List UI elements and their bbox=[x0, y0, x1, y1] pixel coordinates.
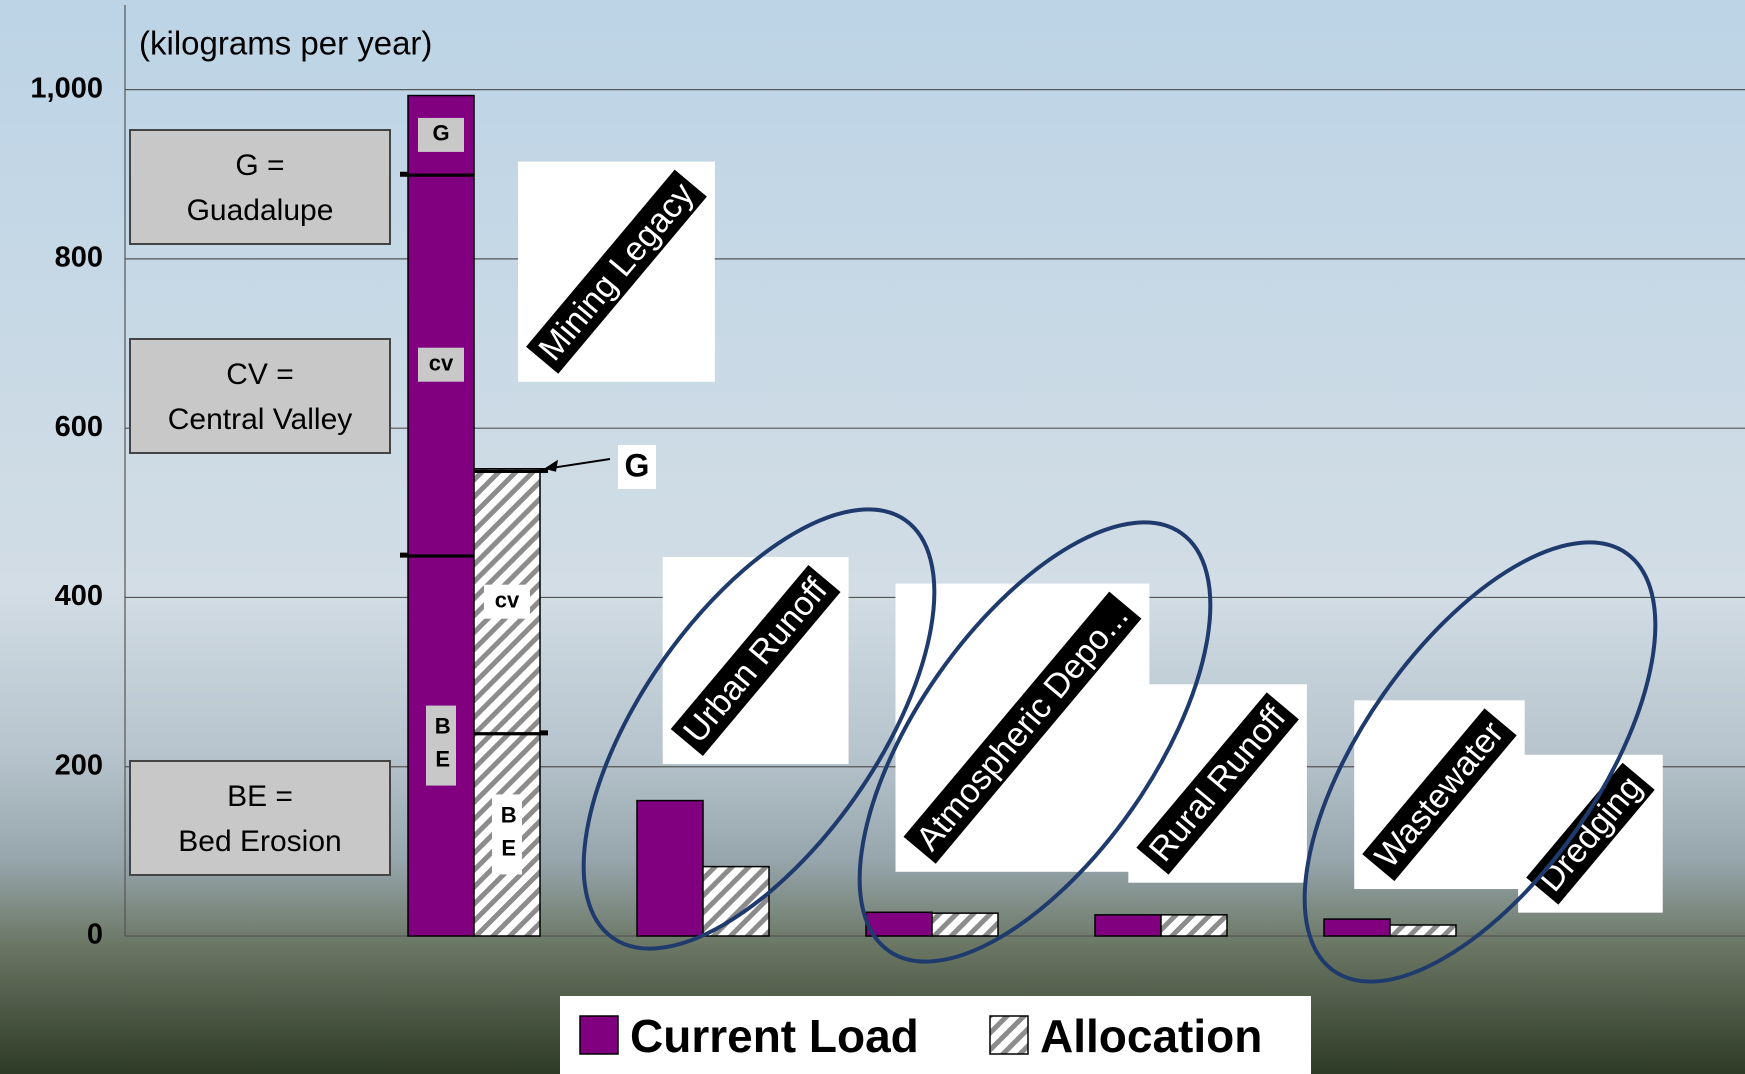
bar bbox=[1094, 914, 1162, 937]
bar bbox=[636, 799, 704, 937]
legend-swatch bbox=[989, 1015, 1029, 1055]
legend-bg bbox=[560, 996, 1311, 1074]
y-tick-label: 600 bbox=[55, 411, 103, 443]
note-bg bbox=[129, 338, 391, 454]
bar bbox=[931, 912, 999, 937]
note-text: Bed Erosion bbox=[178, 825, 341, 858]
segment-label: cv bbox=[429, 351, 454, 376]
highlight-ellipse bbox=[1302, 540, 1658, 984]
note-text: CV = bbox=[226, 358, 294, 391]
unit-label: (kilograms per year) bbox=[139, 25, 432, 62]
category-label-bg bbox=[1362, 708, 1517, 882]
segment-label-bg bbox=[418, 347, 464, 382]
y-tick-label: 200 bbox=[55, 749, 103, 781]
category-label-bg bbox=[903, 591, 1142, 864]
y-tick-label: 400 bbox=[55, 580, 103, 612]
highlight-ellipse bbox=[581, 507, 937, 951]
bar bbox=[1323, 918, 1391, 937]
segment-label-bg bbox=[426, 705, 456, 786]
note-box: BE = Bed Erosion bbox=[129, 760, 391, 876]
segment-label-bg bbox=[418, 117, 464, 152]
category-label-bg bbox=[526, 169, 707, 374]
segment-label: BE bbox=[496, 802, 521, 868]
segment-label: BE bbox=[430, 714, 455, 780]
category-label-bg bbox=[670, 564, 841, 757]
note-text: G = bbox=[235, 149, 284, 182]
note-bg bbox=[129, 129, 391, 245]
callout-arrowhead bbox=[544, 459, 558, 472]
category-label-bg bbox=[1136, 692, 1299, 875]
y-tick-label: 800 bbox=[55, 242, 103, 274]
highlight-ellipse bbox=[857, 520, 1213, 964]
y-tick-label: 1,000 bbox=[30, 72, 103, 104]
bar bbox=[1160, 914, 1228, 937]
y-tick-label: 0 bbox=[87, 919, 103, 951]
callout-bg bbox=[618, 445, 656, 489]
note-bg bbox=[129, 760, 391, 876]
note-text: Guadalupe bbox=[187, 194, 334, 227]
callout-label: G bbox=[625, 447, 650, 483]
segment-label: G bbox=[432, 121, 449, 146]
legend: Current Load Allocation bbox=[560, 996, 1311, 1074]
note-text: Central Valley bbox=[168, 403, 353, 436]
bar bbox=[1389, 924, 1457, 937]
legend-label: Current Load bbox=[630, 1010, 919, 1062]
note-text: BE = bbox=[227, 780, 293, 813]
highlight-ellipses bbox=[581, 507, 1658, 984]
legend-swatch bbox=[579, 1015, 619, 1055]
segment-label-bg bbox=[484, 584, 530, 619]
category-label-bg bbox=[1526, 762, 1655, 905]
segment-label-bg bbox=[492, 794, 522, 875]
note-box: G = Guadalupe bbox=[129, 129, 391, 245]
note-box: CV = Central Valley bbox=[129, 338, 391, 454]
bar bbox=[865, 911, 933, 937]
segment-label: cv bbox=[495, 587, 520, 612]
legend-label: Allocation bbox=[1040, 1010, 1262, 1062]
stack-segment bbox=[473, 468, 541, 472]
